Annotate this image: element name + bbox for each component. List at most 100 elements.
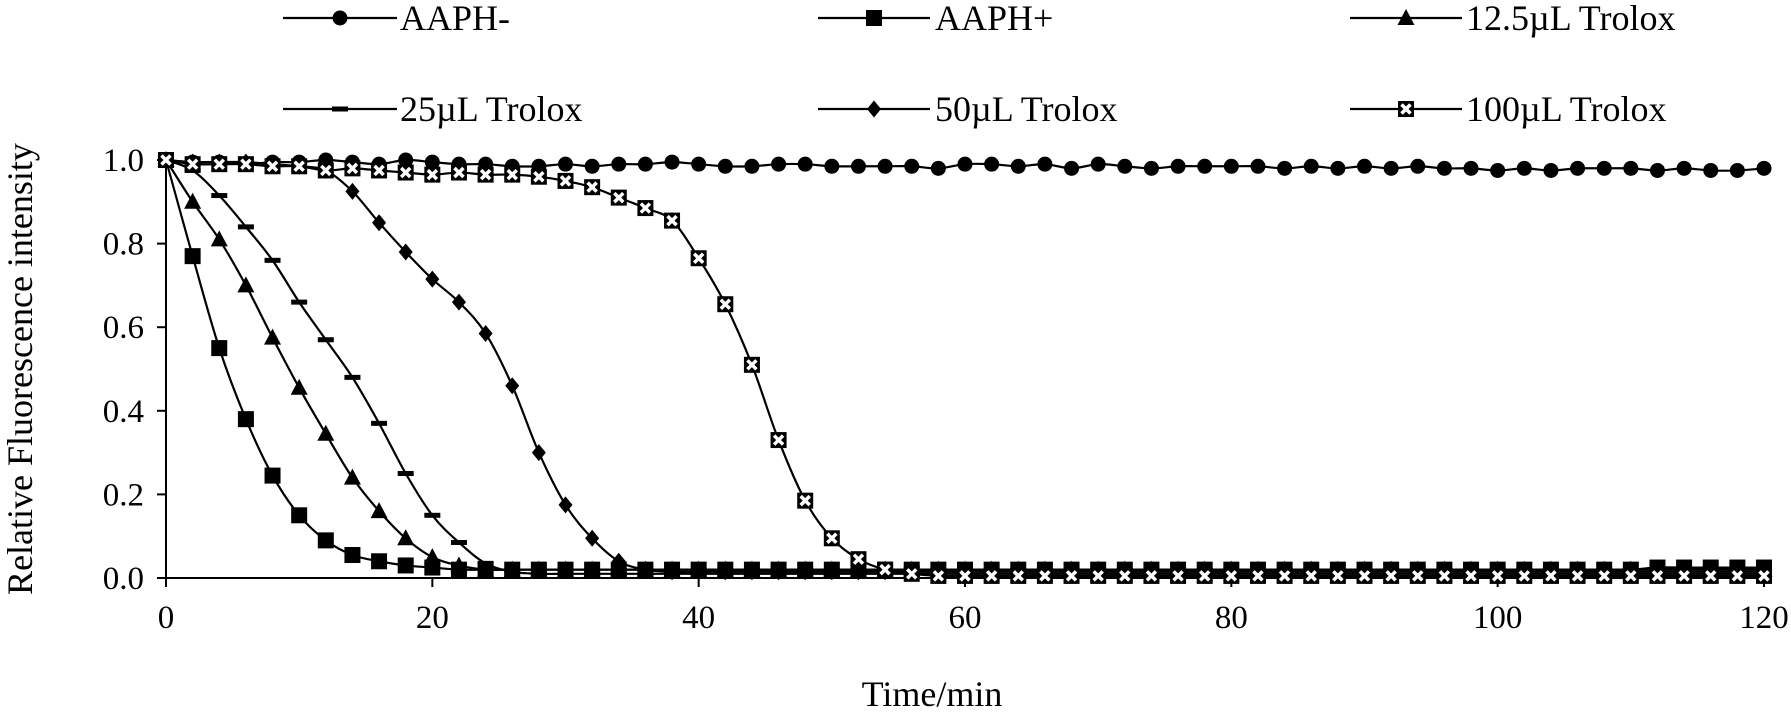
data-point [237,411,254,428]
legend-marker [1398,101,1414,117]
y-tick-label: 1.0 [103,143,144,179]
data-point [1090,156,1106,172]
legend-label: AAPH- [400,0,510,38]
data-point [824,563,839,581]
data-point [158,152,174,168]
data-point [1196,567,1213,584]
data-point [317,162,334,179]
data-point [717,296,734,313]
data-point [425,270,440,288]
data-point [957,567,973,584]
data-point [984,156,1000,172]
data-point [1649,567,1666,584]
data-point [637,156,653,172]
series-line [165,158,1764,573]
data-point [264,328,282,345]
legend-marker [1397,9,1415,25]
data-point [1117,158,1133,174]
legend-item: AAPH+ [818,0,1053,38]
data-point [317,337,334,343]
legend-label: 12.5µL Trolox [1466,0,1675,38]
legend-marker [866,10,882,26]
data-point [371,420,388,426]
data-point [477,560,494,566]
data-point [877,561,894,578]
data-point [1756,567,1772,584]
series [157,151,1773,584]
data-point [477,166,494,183]
data-point [771,563,786,581]
data-point [1329,567,1346,584]
y-tick-label: 0.0 [103,561,144,597]
data-point [1410,158,1426,174]
data-point [1409,567,1426,584]
data-point [850,158,866,174]
legend-label: 50µL Trolox [935,89,1117,129]
data-point [664,212,681,229]
data-point [1542,567,1559,584]
data-point [1303,567,1320,584]
data-point [797,492,814,509]
legend-item: AAPH- [283,0,510,38]
data-point [450,164,467,181]
data-point [1143,160,1159,176]
data-point [1436,567,1453,584]
data-point [610,189,627,206]
data-point [1622,567,1639,584]
data-point [584,158,600,174]
data-point [903,565,920,582]
data-point [291,299,308,305]
data-point [1090,567,1107,584]
data-point [1649,162,1665,178]
y-axis-title: Relative Fluorescence intensity [0,143,40,595]
legend-marker [332,106,348,112]
data-point [371,162,388,179]
data-point [584,571,601,577]
legend-item: 50µL Trolox [818,89,1117,129]
data-point [398,152,414,168]
data-point [370,502,388,519]
data-point [450,556,468,573]
data-point [1383,567,1400,584]
data-point [771,156,787,172]
data-point [291,158,308,175]
data-point [717,158,733,174]
data-point [1702,567,1719,584]
series-2 [158,152,1772,578]
data-point [1596,160,1612,176]
legend-item: 100µL Trolox [1350,89,1666,129]
data-point [585,529,600,547]
data-point [743,356,760,373]
series-3 [157,151,1773,577]
data-point [1436,160,1452,176]
data-point [211,193,228,199]
data-point [1197,158,1213,174]
x-axis-title: Time/min [862,674,1003,712]
data-point [1037,156,1053,172]
data-point [1303,158,1319,174]
data-point [184,248,201,265]
data-point [1143,567,1160,584]
data-point [504,166,521,183]
data-point [851,563,866,581]
data-point [1064,160,1080,176]
data-point [397,529,415,546]
data-point [665,563,680,581]
data-point [930,567,947,584]
data-point [1516,160,1532,176]
data-point [1010,567,1027,584]
data-point [611,552,626,570]
data-point [343,468,361,485]
legend-item: 12.5µL Trolox [1350,0,1675,38]
data-point [237,156,254,173]
data-point [264,257,281,263]
data-point [397,557,414,574]
data-point [344,160,361,177]
legend-label: 25µL Trolox [400,89,582,129]
data-point [877,158,893,174]
x-tick-label: 100 [1473,600,1523,636]
data-point [957,156,973,172]
data-point [1676,567,1693,584]
